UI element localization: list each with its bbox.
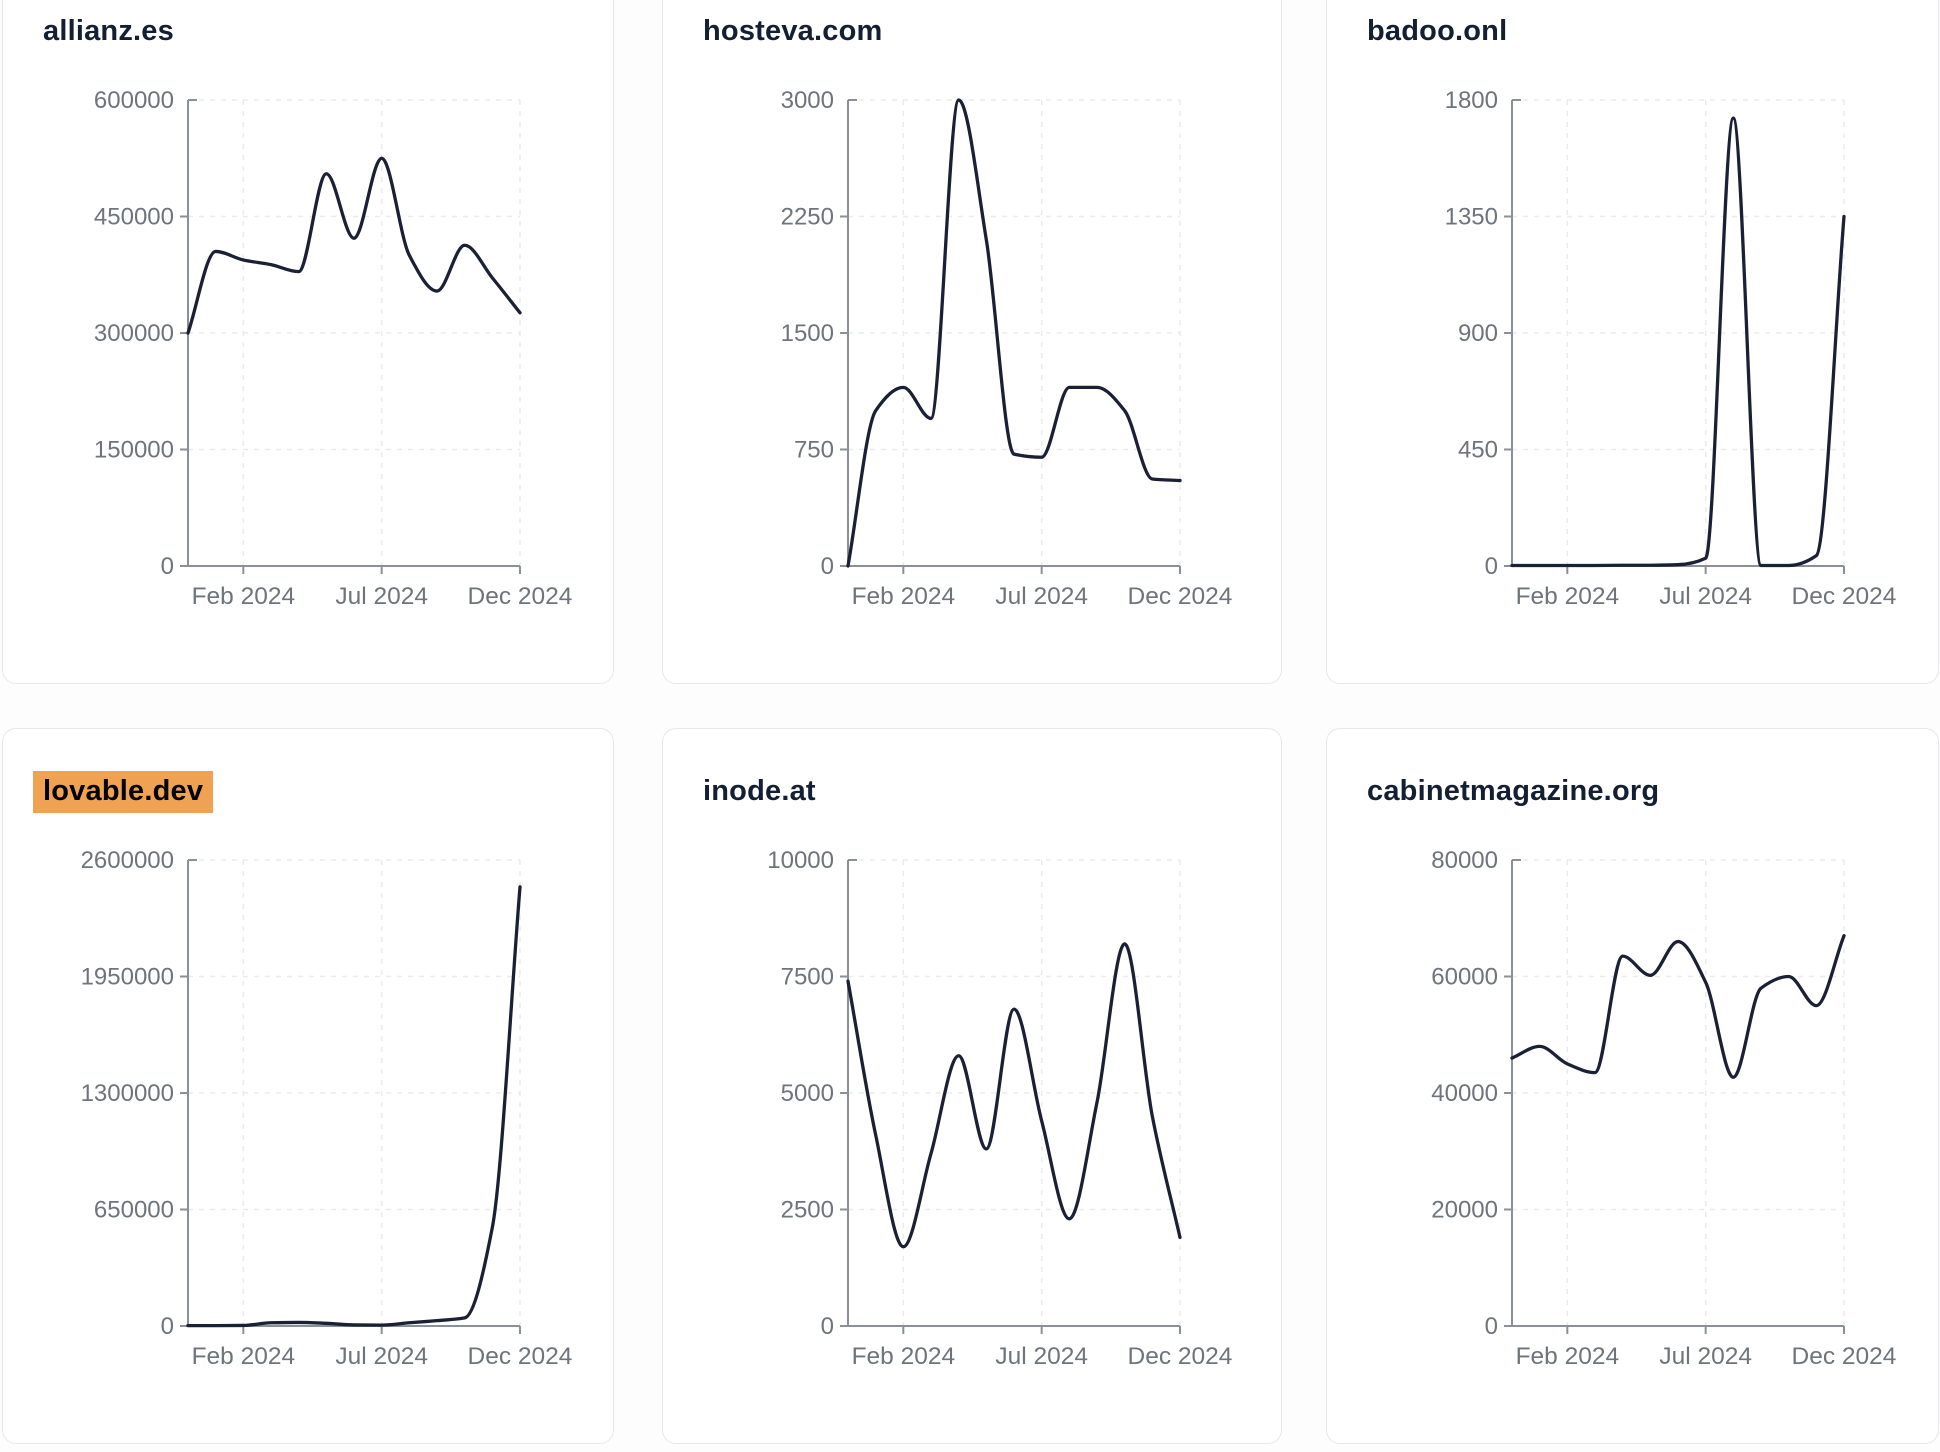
chart-title: lovable.dev [33,771,214,813]
svg-text:1800: 1800 [1445,87,1498,114]
line-chart: 0 20000 40000 60000 80000 Feb 2024 Jul 2024 Dec… [1431,847,1897,1370]
chart-card-cabinetmagazine: cabinetmagazine.org 0 20000 40000 60000 8000… [1326,728,1939,1444]
svg-text:1350: 1350 [1445,204,1498,231]
svg-text:0: 0 [821,1313,834,1340]
chart-card-badoo: badoo.onl 0 450 900 1350 1800 Feb 2024 Jul 202… [1326,0,1939,684]
svg-text:3000: 3000 [781,87,834,114]
chart-title-text: inode.at [703,775,816,807]
svg-text:Dec 2024: Dec 2024 [468,583,573,610]
svg-text:1500: 1500 [781,320,834,347]
svg-text:10000: 10000 [767,847,834,874]
svg-text:650000: 650000 [94,1197,174,1224]
chart-card-allianz: allianz.es 0 150000 300000 450000 600000 Feb … [2,0,614,684]
chart-title-text: allianz.es [43,15,174,47]
svg-text:450: 450 [1458,437,1498,464]
svg-text:600000: 600000 [94,87,174,114]
line-chart: 0 450 900 1350 1800 Feb 2024 Jul 2024 Dec 2024 [1445,87,1897,610]
svg-text:Feb 2024: Feb 2024 [1516,583,1620,610]
svg-text:Dec 2024: Dec 2024 [468,1343,573,1370]
svg-text:0: 0 [161,553,174,580]
svg-text:2600000: 2600000 [81,847,174,874]
svg-text:0: 0 [161,1313,174,1340]
chart-title: inode.at [703,775,816,808]
chart-title: hosteva.com [703,15,883,48]
svg-text:Dec 2024: Dec 2024 [1128,583,1233,610]
line-chart: 0 150000 300000 450000 600000 Feb 2024 Jul 202… [94,87,573,610]
svg-text:1300000: 1300000 [81,1080,174,1107]
svg-text:Jul 2024: Jul 2024 [335,583,428,610]
svg-text:20000: 20000 [1431,1197,1498,1224]
svg-text:Jul 2024: Jul 2024 [995,583,1088,610]
svg-text:Feb 2024: Feb 2024 [852,1343,956,1370]
line-chart: 0 2500 5000 7500 10000 Feb 2024 Jul 2024 Dec 20… [767,847,1233,1370]
svg-text:900: 900 [1458,320,1498,347]
svg-text:Feb 2024: Feb 2024 [192,583,296,610]
svg-text:150000: 150000 [94,437,174,464]
line-chart: 0 750 1500 2250 3000 Feb 2024 Jul 2024 Dec 2024 [781,87,1233,610]
svg-text:0: 0 [821,553,834,580]
svg-text:Jul 2024: Jul 2024 [1659,1343,1752,1370]
chart-card-lovable: lovable.dev 0 650000 1300000 1950000 2600000… [2,728,614,1444]
chart-title-text: hosteva.com [703,15,883,47]
chart-card-hosteva: hosteva.com 0 750 1500 2250 3000 Feb 2024 Jul … [662,0,1282,684]
svg-text:Jul 2024: Jul 2024 [1659,583,1752,610]
svg-text:750: 750 [794,437,834,464]
chart-title-text: badoo.onl [1367,15,1508,47]
svg-text:80000: 80000 [1431,847,1498,874]
svg-text:0: 0 [1485,553,1498,580]
svg-text:Dec 2024: Dec 2024 [1792,583,1897,610]
svg-text:Jul 2024: Jul 2024 [335,1343,428,1370]
chart-title-text: cabinetmagazine.org [1367,775,1660,807]
svg-text:Jul 2024: Jul 2024 [995,1343,1088,1370]
svg-text:60000: 60000 [1431,964,1498,991]
chart-title: allianz.es [43,15,174,48]
svg-text:40000: 40000 [1431,1080,1498,1107]
chart-title-text-highlighted: lovable.dev [33,771,214,813]
svg-text:7500: 7500 [781,964,834,991]
svg-text:Feb 2024: Feb 2024 [192,1343,296,1370]
svg-text:2250: 2250 [781,204,834,231]
svg-text:1950000: 1950000 [81,964,174,991]
chart-card-inode: inode.at 0 2500 5000 7500 10000 Feb 2024 Jul 2… [662,728,1282,1444]
svg-text:0: 0 [1485,1313,1498,1340]
svg-text:300000: 300000 [94,320,174,347]
svg-text:Feb 2024: Feb 2024 [1516,1343,1620,1370]
line-chart: 0 650000 1300000 1950000 2600000 Feb 2024 Jul … [81,847,573,1370]
svg-text:5000: 5000 [781,1080,834,1107]
svg-text:450000: 450000 [94,204,174,231]
svg-text:Dec 2024: Dec 2024 [1128,1343,1233,1370]
svg-text:Feb 2024: Feb 2024 [852,583,956,610]
chart-title: cabinetmagazine.org [1367,775,1659,808]
svg-text:2500: 2500 [781,1197,834,1224]
chart-title: badoo.onl [1367,15,1507,48]
svg-text:Dec 2024: Dec 2024 [1792,1343,1897,1370]
